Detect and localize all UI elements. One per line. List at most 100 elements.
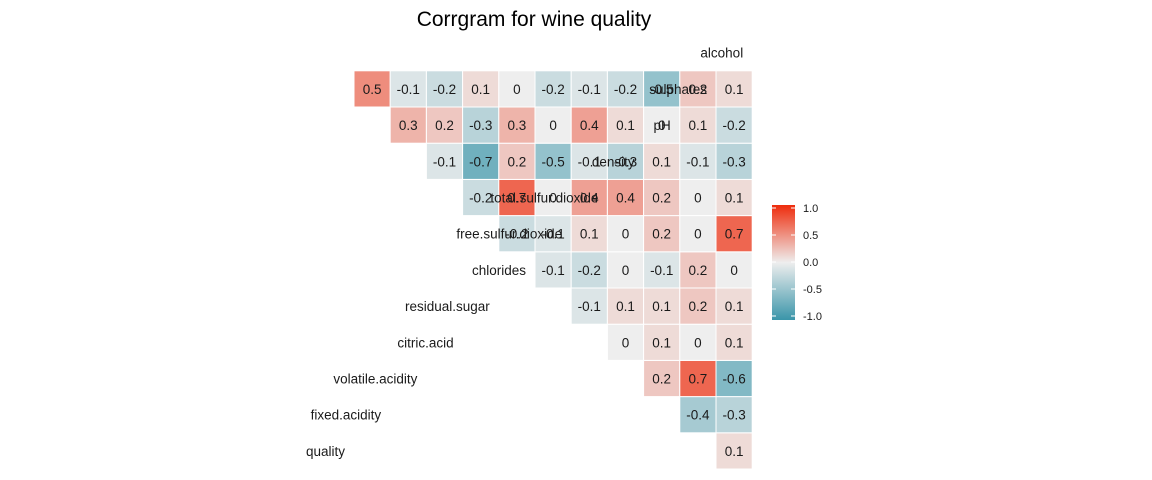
variable-label: pH	[654, 118, 671, 133]
legend-tick-label: 0.0	[803, 257, 818, 269]
legend-tick-label: 1.0	[803, 203, 818, 215]
heatmap-cell	[570, 70, 608, 108]
legend-colorbar	[772, 205, 795, 320]
cell-value-label: 0.1	[652, 299, 671, 314]
cell-value-label: 0	[622, 335, 630, 350]
cell-value-label: -0.2	[614, 82, 637, 97]
heatmap-cell	[389, 106, 427, 144]
cell-value-label: 0.1	[689, 118, 708, 133]
cell-value-label: -0.6	[722, 372, 745, 387]
cell-value-label: 0.2	[652, 227, 671, 242]
cell-value-label: -0.4	[686, 408, 710, 423]
heatmap-cell	[643, 215, 681, 253]
cell-value-label: 0.3	[508, 118, 527, 133]
heatmap-cell	[715, 287, 753, 325]
cell-value-label: -0.1	[578, 299, 601, 314]
cell-value-label: 0.3	[399, 118, 418, 133]
cell-value-label: 0.5	[363, 82, 382, 97]
variable-label: density	[592, 154, 635, 169]
variable-label: sulphates	[649, 82, 707, 97]
cell-value-label: -0.1	[578, 82, 601, 97]
cell-value-label: 0	[694, 335, 702, 350]
variable-label: volatile.acidity	[333, 372, 417, 387]
heatmap-cells: 0.1 -0.4 -0.3 0.2 0.7 -0.6 0 0.1 0 0.1 -0.1 0.1 0.1 0…	[353, 70, 753, 470]
cell-value-label: 0.1	[725, 191, 744, 206]
heatmap-cell	[643, 251, 681, 289]
cell-value-label: 0	[622, 227, 630, 242]
cell-value-label: 0.1	[725, 82, 744, 97]
legend-tick-label: 0.5	[803, 230, 818, 242]
heatmap-cell	[643, 178, 681, 217]
cell-value-label: -0.3	[722, 154, 745, 169]
cell-value-label: 0.1	[652, 154, 671, 169]
cell-value-label: 0.7	[689, 372, 708, 387]
cell-value-label: 0	[549, 118, 557, 133]
legend-tick-label: -1.0	[803, 311, 822, 323]
heatmap-cell	[606, 70, 645, 108]
heatmap-cell	[643, 323, 681, 361]
variable-labels: quality fixed.acidity volatile.acidity citr…	[306, 46, 743, 459]
heatmap-cell	[425, 142, 464, 180]
heatmap-cell	[570, 251, 608, 289]
cell-value-label: -0.1	[433, 154, 456, 169]
heatmap-cell	[715, 215, 753, 253]
cell-value-label: -0.3	[722, 408, 745, 423]
cell-value-label: -0.1	[541, 263, 564, 278]
cell-value-label: 0.1	[616, 299, 635, 314]
heatmap-cell	[534, 70, 572, 108]
cell-value-label: 0.2	[652, 372, 671, 387]
color-legend: 1.0 0.5 0.0 -0.5 -1.0	[772, 203, 822, 323]
cell-value-label: 0	[730, 263, 738, 278]
heatmap-cell	[679, 106, 717, 144]
cell-value-label: 0.1	[725, 299, 744, 314]
cell-value-label: 0	[622, 263, 630, 278]
cell-value-label: 0.2	[689, 263, 708, 278]
cell-value-label: 0.4	[580, 118, 599, 133]
heatmap-cell	[606, 323, 645, 361]
cell-value-label: 0.1	[616, 118, 635, 133]
cell-value-label: -0.1	[578, 154, 601, 169]
cell-value-label: 0.2	[508, 154, 527, 169]
cell-value-label: 0	[694, 191, 702, 206]
variable-label: free.sulfur.dioxide	[456, 227, 562, 242]
cell-value-label: -0.5	[541, 154, 564, 169]
cell-value-label: 0.1	[725, 444, 744, 459]
cell-value-label: 0	[513, 82, 521, 97]
heatmap-cell	[715, 359, 753, 398]
cell-value-label: 0.2	[652, 191, 671, 206]
heatmap-cell	[570, 106, 608, 144]
variable-label: alcohol	[700, 46, 743, 61]
cell-value-label: 0.1	[580, 227, 599, 242]
heatmap-cell	[715, 323, 753, 361]
cell-value-label: 0	[658, 118, 666, 133]
heatmap-cell	[462, 106, 500, 144]
cell-value-label: -0.2	[722, 118, 745, 133]
legend-tick-label: -0.5	[803, 284, 822, 296]
cell-value-label: 0.1	[471, 82, 490, 97]
cell-value-label: -0.3	[469, 118, 492, 133]
cell-value-label: 0.2	[435, 118, 454, 133]
heatmap-cell	[643, 106, 681, 144]
heatmap-cell	[498, 106, 536, 144]
cell-value-label: 0	[549, 191, 557, 206]
heatmap-cell	[715, 106, 753, 144]
cell-value-label: 0.2	[689, 299, 708, 314]
cell-value-label: -0.1	[650, 263, 673, 278]
cell-value-label: 0.4	[580, 191, 599, 206]
heatmap-cell	[643, 70, 681, 108]
cell-value-label: -0.1	[541, 227, 564, 242]
chart-title: Corrgram for wine quality	[417, 8, 652, 31]
cell-value-label: 0.2	[689, 82, 708, 97]
cell-value-label: 0.7	[508, 191, 527, 206]
cell-value-label: -0.2	[433, 82, 456, 97]
cell-value-label: -0.7	[469, 154, 492, 169]
heatmap-cell	[353, 70, 391, 108]
cell-value-label: 0.1	[725, 335, 744, 350]
cell-value-label: 0	[694, 227, 702, 242]
heatmap-cell	[679, 323, 717, 361]
heatmap-cell	[570, 215, 608, 253]
variable-label: chlorides	[472, 263, 526, 278]
heatmap-cell	[606, 251, 645, 289]
cell-value-label: -0.2	[578, 263, 601, 278]
